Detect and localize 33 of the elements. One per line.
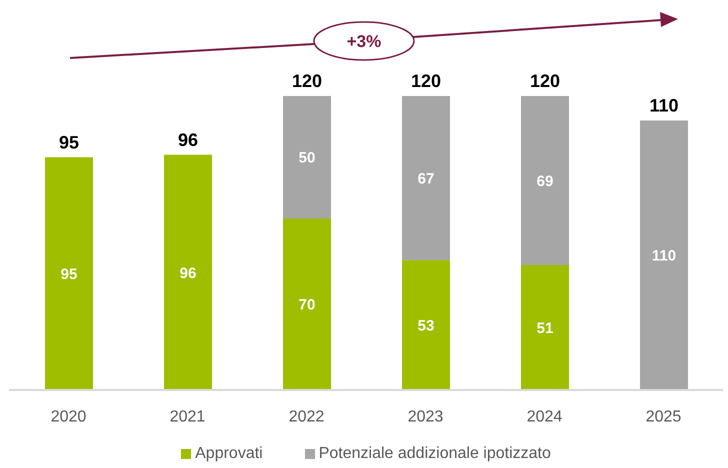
x-tick-label: 2022 <box>288 408 324 426</box>
data-label: 95 <box>60 266 78 284</box>
bar <box>640 120 688 390</box>
data-label: 53 <box>418 317 434 334</box>
bar <box>521 96 569 266</box>
x-tick-label: 2020 <box>50 408 86 426</box>
x-tick-label: 2023 <box>408 408 444 426</box>
total-label: 120 <box>530 71 560 91</box>
data-label: 51 <box>536 320 554 337</box>
data-label: 67 <box>418 170 434 188</box>
x-tick-label: 2025 <box>646 408 682 426</box>
bar <box>402 260 450 390</box>
total-label: 95 <box>58 132 80 152</box>
bar <box>164 154 212 390</box>
bar <box>283 218 331 390</box>
data-label: 96 <box>180 264 196 282</box>
data-label: 110 <box>652 248 676 265</box>
bar <box>402 96 450 260</box>
x-tick-label: 2024 <box>526 408 562 426</box>
data-label: 69 <box>536 172 554 190</box>
text: +3% <box>346 32 382 52</box>
bar <box>521 265 569 390</box>
total-label: 120 <box>410 71 442 91</box>
bar <box>45 157 93 390</box>
x-tick-label: 2021 <box>170 408 206 426</box>
legend-label: Potenziale addizionale ipotizzato <box>318 445 551 463</box>
total-label: 96 <box>178 130 198 150</box>
legend-label: Approvati <box>195 445 263 463</box>
data-label: 70 <box>298 296 316 314</box>
bar <box>283 96 331 218</box>
total-label: 120 <box>292 71 322 91</box>
data-label: 50 <box>298 150 316 167</box>
total-label: 110 <box>649 96 679 116</box>
